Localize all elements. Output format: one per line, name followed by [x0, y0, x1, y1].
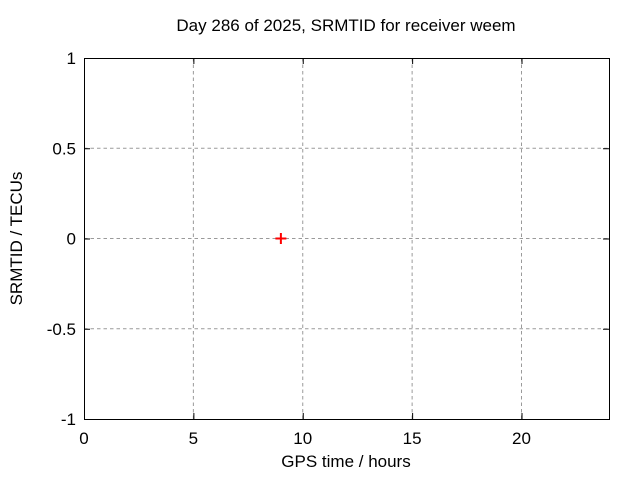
x-tick-label: 15 [403, 429, 422, 448]
x-tick-label: 5 [189, 429, 198, 448]
y-tick-label: 0 [67, 230, 76, 249]
x-axis-label: GPS time / hours [281, 452, 410, 471]
x-tick-label: 20 [512, 429, 531, 448]
y-tick-label: -0.5 [47, 320, 76, 339]
x-tick-label: 0 [79, 429, 88, 448]
y-axis-label: SRMTID / TECUs [7, 172, 26, 306]
y-tick-label: 1 [67, 49, 76, 68]
plot-area: 0 5 10 15 20 -1 -0.5 0 0.5 1 [47, 49, 610, 448]
y-tick-label: 0.5 [52, 139, 76, 158]
chart-title: Day 286 of 2025, SRMTID for receiver wee… [176, 16, 515, 35]
y-tick-label: -1 [61, 410, 76, 429]
x-tick-label: 10 [293, 429, 312, 448]
